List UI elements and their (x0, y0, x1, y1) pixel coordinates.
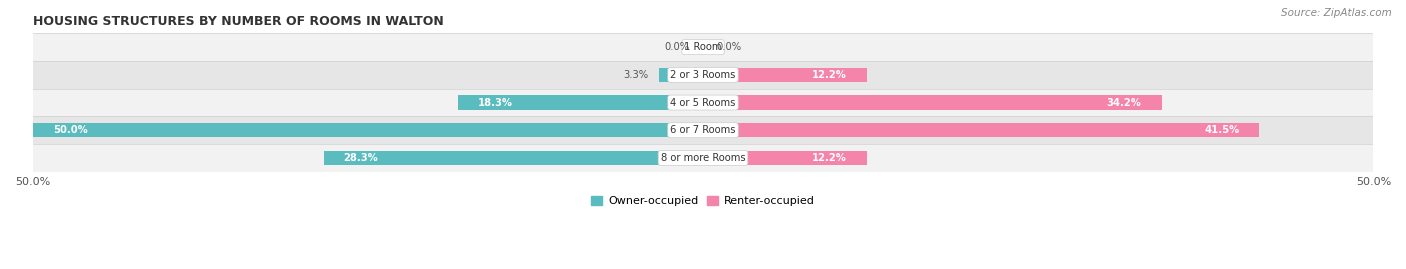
Text: Source: ZipAtlas.com: Source: ZipAtlas.com (1281, 8, 1392, 18)
Text: 12.2%: 12.2% (811, 70, 846, 80)
Text: 28.3%: 28.3% (343, 153, 378, 163)
Bar (32, 116, 1374, 144)
Bar (32, 61, 1374, 89)
Text: 12.2%: 12.2% (811, 153, 846, 163)
Bar (703, 68, 866, 82)
Text: 1 Room: 1 Room (685, 42, 721, 52)
Bar (323, 151, 703, 165)
Bar (703, 95, 1161, 110)
Text: 18.3%: 18.3% (478, 98, 513, 108)
Bar (703, 123, 1260, 137)
Bar (659, 68, 703, 82)
Text: 50.0%: 50.0% (53, 125, 87, 135)
Text: 4 or 5 Rooms: 4 or 5 Rooms (671, 98, 735, 108)
Text: 2 or 3 Rooms: 2 or 3 Rooms (671, 70, 735, 80)
Bar (32, 33, 1374, 61)
Bar (457, 95, 703, 110)
Bar (32, 89, 1374, 116)
Text: 8 or more Rooms: 8 or more Rooms (661, 153, 745, 163)
Text: 34.2%: 34.2% (1107, 98, 1142, 108)
Text: 41.5%: 41.5% (1204, 125, 1239, 135)
Bar (32, 144, 1374, 172)
Bar (32, 123, 703, 137)
Text: 0.0%: 0.0% (665, 42, 689, 52)
Text: 3.3%: 3.3% (623, 70, 648, 80)
Legend: Owner-occupied, Renter-occupied: Owner-occupied, Renter-occupied (586, 191, 820, 211)
Text: HOUSING STRUCTURES BY NUMBER OF ROOMS IN WALTON: HOUSING STRUCTURES BY NUMBER OF ROOMS IN… (32, 15, 443, 28)
Text: 0.0%: 0.0% (717, 42, 741, 52)
Bar (703, 151, 866, 165)
Text: 6 or 7 Rooms: 6 or 7 Rooms (671, 125, 735, 135)
